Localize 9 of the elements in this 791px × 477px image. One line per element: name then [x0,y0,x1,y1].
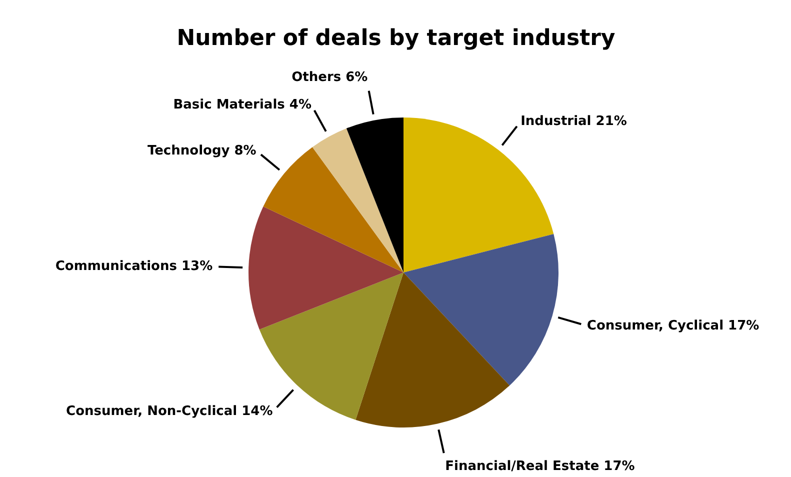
slice-label: Consumer, Non-Cyclical 14% [66,404,273,420]
slice-label: Technology 8% [147,143,256,158]
slice-label: Basic Materials 4% [173,98,312,113]
slice-label: Industrial 21% [520,114,627,130]
slice-label: Consumer, Cyclical 17% [586,318,760,334]
slice-label: Others 6% [292,70,368,85]
chart-title: Number of deals by target industry [176,26,616,51]
slice-label: Communications 13% [55,259,213,274]
slice-label: Financial/Real Estate 17% [445,458,635,474]
